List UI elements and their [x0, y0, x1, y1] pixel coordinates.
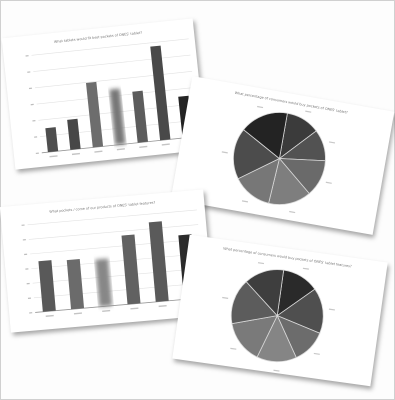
x-tick-mark: [139, 145, 148, 148]
slice-label-mark: [257, 262, 265, 265]
x-tick-mark: [73, 312, 83, 315]
bar: [95, 258, 113, 307]
slice-label-mark: [222, 296, 229, 299]
x-tick-mark: [130, 307, 139, 310]
x-tick-mark: [71, 152, 81, 156]
bar: [132, 90, 148, 143]
x-tick-mark: [45, 314, 54, 317]
slice-label-mark: [273, 369, 280, 372]
pie-slices: [222, 262, 335, 372]
bar: [67, 118, 81, 150]
bar: [85, 81, 104, 148]
grid-line: [28, 224, 199, 240]
y-tick-mark: [22, 239, 26, 241]
y-tick-mark: [26, 282, 30, 285]
slice-label-mark: [305, 110, 312, 113]
x-tick-mark: [94, 150, 103, 153]
slice-label-mark: [289, 210, 296, 214]
pie-slice: [243, 112, 288, 160]
x-tick-mark: [116, 148, 125, 151]
bar: [150, 45, 171, 141]
x-tick-mark: [49, 155, 58, 158]
y-tick-mark: [28, 87, 33, 90]
y-tick-mark: [35, 152, 39, 155]
y-tick-mark: [25, 268, 29, 270]
pie-slices: [221, 105, 336, 214]
slice-label-mark: [328, 308, 335, 311]
x-tick-mark: [158, 304, 167, 308]
y-tick-mark: [32, 120, 36, 122]
y-tick-mark: [29, 312, 33, 314]
slice-label-mark: [241, 200, 249, 203]
slice-label-mark: [302, 267, 309, 270]
grid-line: [30, 238, 200, 255]
pie-slice: [276, 288, 324, 334]
pie-chart-2: What percentage of consumers would buy p…: [222, 247, 352, 372]
y-tick-mark: [21, 224, 25, 226]
chart-title: What tablets would fit best pockets of O…: [54, 31, 143, 44]
x-axis: [35, 297, 205, 313]
y-tick-mark: [25, 55, 29, 57]
bar-chart-1: What tablets would fit best pockets of O…: [25, 31, 199, 158]
y-tick-mark: [27, 297, 31, 299]
grid-line: [33, 282, 204, 299]
bar: [148, 221, 169, 302]
bar: [121, 234, 141, 305]
grid-line: [33, 54, 191, 72]
slice-label-mark: [257, 105, 264, 109]
bar-chart-card-1: What tablets would fit best pockets of O…: [1, 18, 207, 170]
slice-label-mark: [313, 352, 320, 355]
bar: [109, 88, 126, 146]
pie-chart-1: What percentage of consumers would buy p…: [221, 91, 348, 214]
bar: [38, 260, 56, 312]
grid-lines: [21, 209, 205, 314]
chart-title: What pockets / come of our products of O…: [49, 201, 156, 214]
x-tick-mark: [102, 309, 111, 313]
pie-chart-card-1: What percentage of consumers would buy p…: [170, 76, 395, 235]
slice-label-mark: [328, 141, 336, 144]
grid-line: [34, 71, 193, 89]
grid-line: [32, 268, 203, 284]
bars: [45, 45, 193, 158]
pie-slice: [233, 129, 281, 180]
slice-label-mark: [325, 181, 332, 184]
slice-label-mark: [230, 347, 237, 350]
y-tick-mark: [30, 103, 34, 106]
y-tick-mark: [27, 71, 31, 73]
bar: [45, 127, 59, 153]
pie-chart-card-2: What percentage of consumers would buy p…: [172, 234, 388, 387]
y-tick-mark: [34, 136, 38, 138]
grid-line: [31, 253, 201, 269]
x-tick-mark: [161, 143, 170, 146]
grid-line: [31, 38, 189, 56]
slice-label-mark: [221, 151, 228, 154]
bars: [38, 221, 197, 317]
pie-slice: [230, 281, 279, 325]
pie-slice: [245, 269, 285, 317]
bar: [66, 258, 85, 310]
grid-line: [27, 209, 197, 226]
y-tick-mark: [24, 253, 28, 256]
